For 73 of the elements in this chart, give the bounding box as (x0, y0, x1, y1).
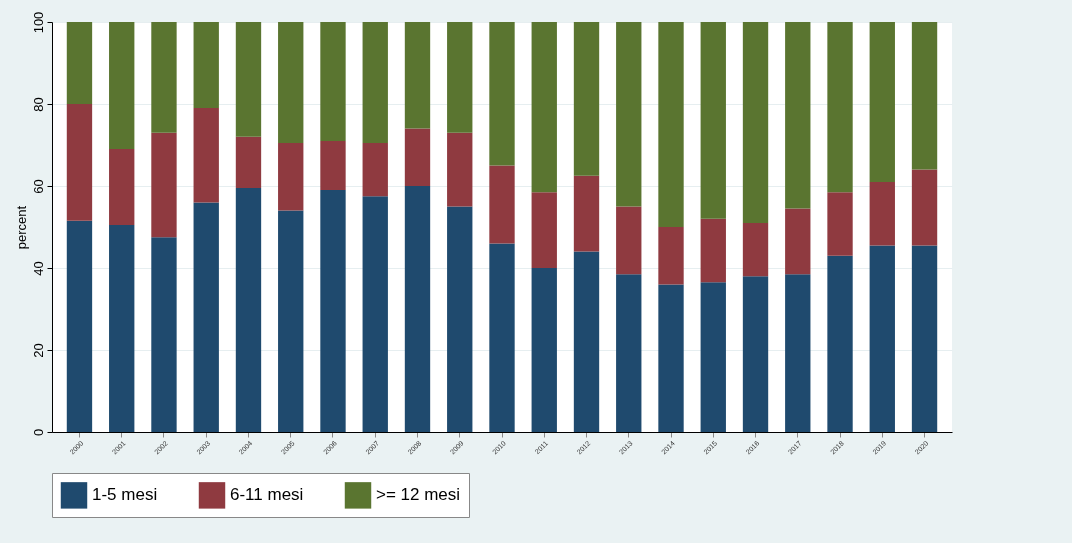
bar (193, 22, 219, 109)
bar (785, 274, 811, 432)
bar (785, 208, 811, 275)
bar (151, 237, 177, 432)
bar (447, 132, 473, 207)
bar (700, 282, 726, 432)
bar (404, 128, 431, 186)
bar (827, 22, 853, 193)
bar (911, 169, 938, 246)
y-tick-label: 0 (30, 428, 46, 437)
bar (785, 22, 811, 209)
bar (869, 22, 895, 182)
bar (573, 22, 600, 176)
bar (827, 192, 853, 256)
bar (531, 268, 557, 432)
bar (489, 22, 515, 166)
bar (447, 22, 473, 133)
y-tick-label: 80 (30, 97, 46, 112)
bar (109, 224, 135, 432)
bar (235, 22, 262, 137)
bar (278, 22, 304, 143)
bar (320, 140, 346, 191)
bar (742, 22, 769, 223)
bar (911, 245, 938, 432)
bar (362, 22, 388, 143)
bar (869, 181, 895, 246)
y-axis-title: percent (13, 205, 29, 250)
bar (869, 245, 895, 432)
bar (66, 104, 93, 221)
bar (531, 22, 557, 193)
bar (742, 276, 769, 432)
bar (827, 255, 853, 432)
legend-label: >= 12 mesi (376, 485, 461, 505)
y-tick-label: 40 (30, 261, 46, 276)
bar (151, 22, 177, 133)
bar (616, 22, 642, 207)
bar (362, 196, 388, 432)
bar (235, 188, 262, 432)
bar (616, 206, 642, 275)
bar (531, 192, 557, 268)
bar (658, 284, 684, 432)
bar (700, 218, 726, 283)
bar (742, 222, 769, 277)
bar (66, 22, 93, 104)
bar (193, 108, 219, 203)
bar (109, 22, 135, 150)
bar (616, 274, 642, 432)
bar (193, 202, 219, 432)
y-tick-label: 100 (30, 11, 46, 34)
y-tick-label: 20 (30, 343, 46, 358)
bar (404, 186, 431, 432)
bar (278, 142, 304, 211)
bar (658, 227, 684, 285)
bar (109, 149, 135, 225)
bar (404, 22, 431, 129)
bar (235, 136, 262, 189)
y-tick-label: 60 (30, 179, 46, 194)
bar (700, 22, 726, 219)
bar (489, 165, 515, 244)
bar (362, 142, 388, 197)
bar (151, 132, 177, 238)
bar (573, 175, 600, 252)
bar (320, 22, 346, 141)
bar (447, 206, 473, 432)
bar (911, 22, 938, 170)
bar (278, 210, 304, 432)
bar (658, 22, 684, 227)
legend-label: 1-5 mesi (92, 485, 158, 505)
bar (66, 220, 93, 432)
legend-label: 6-11 mesi (230, 485, 304, 505)
bar (573, 251, 600, 432)
bar (489, 243, 515, 432)
bar (320, 190, 346, 432)
